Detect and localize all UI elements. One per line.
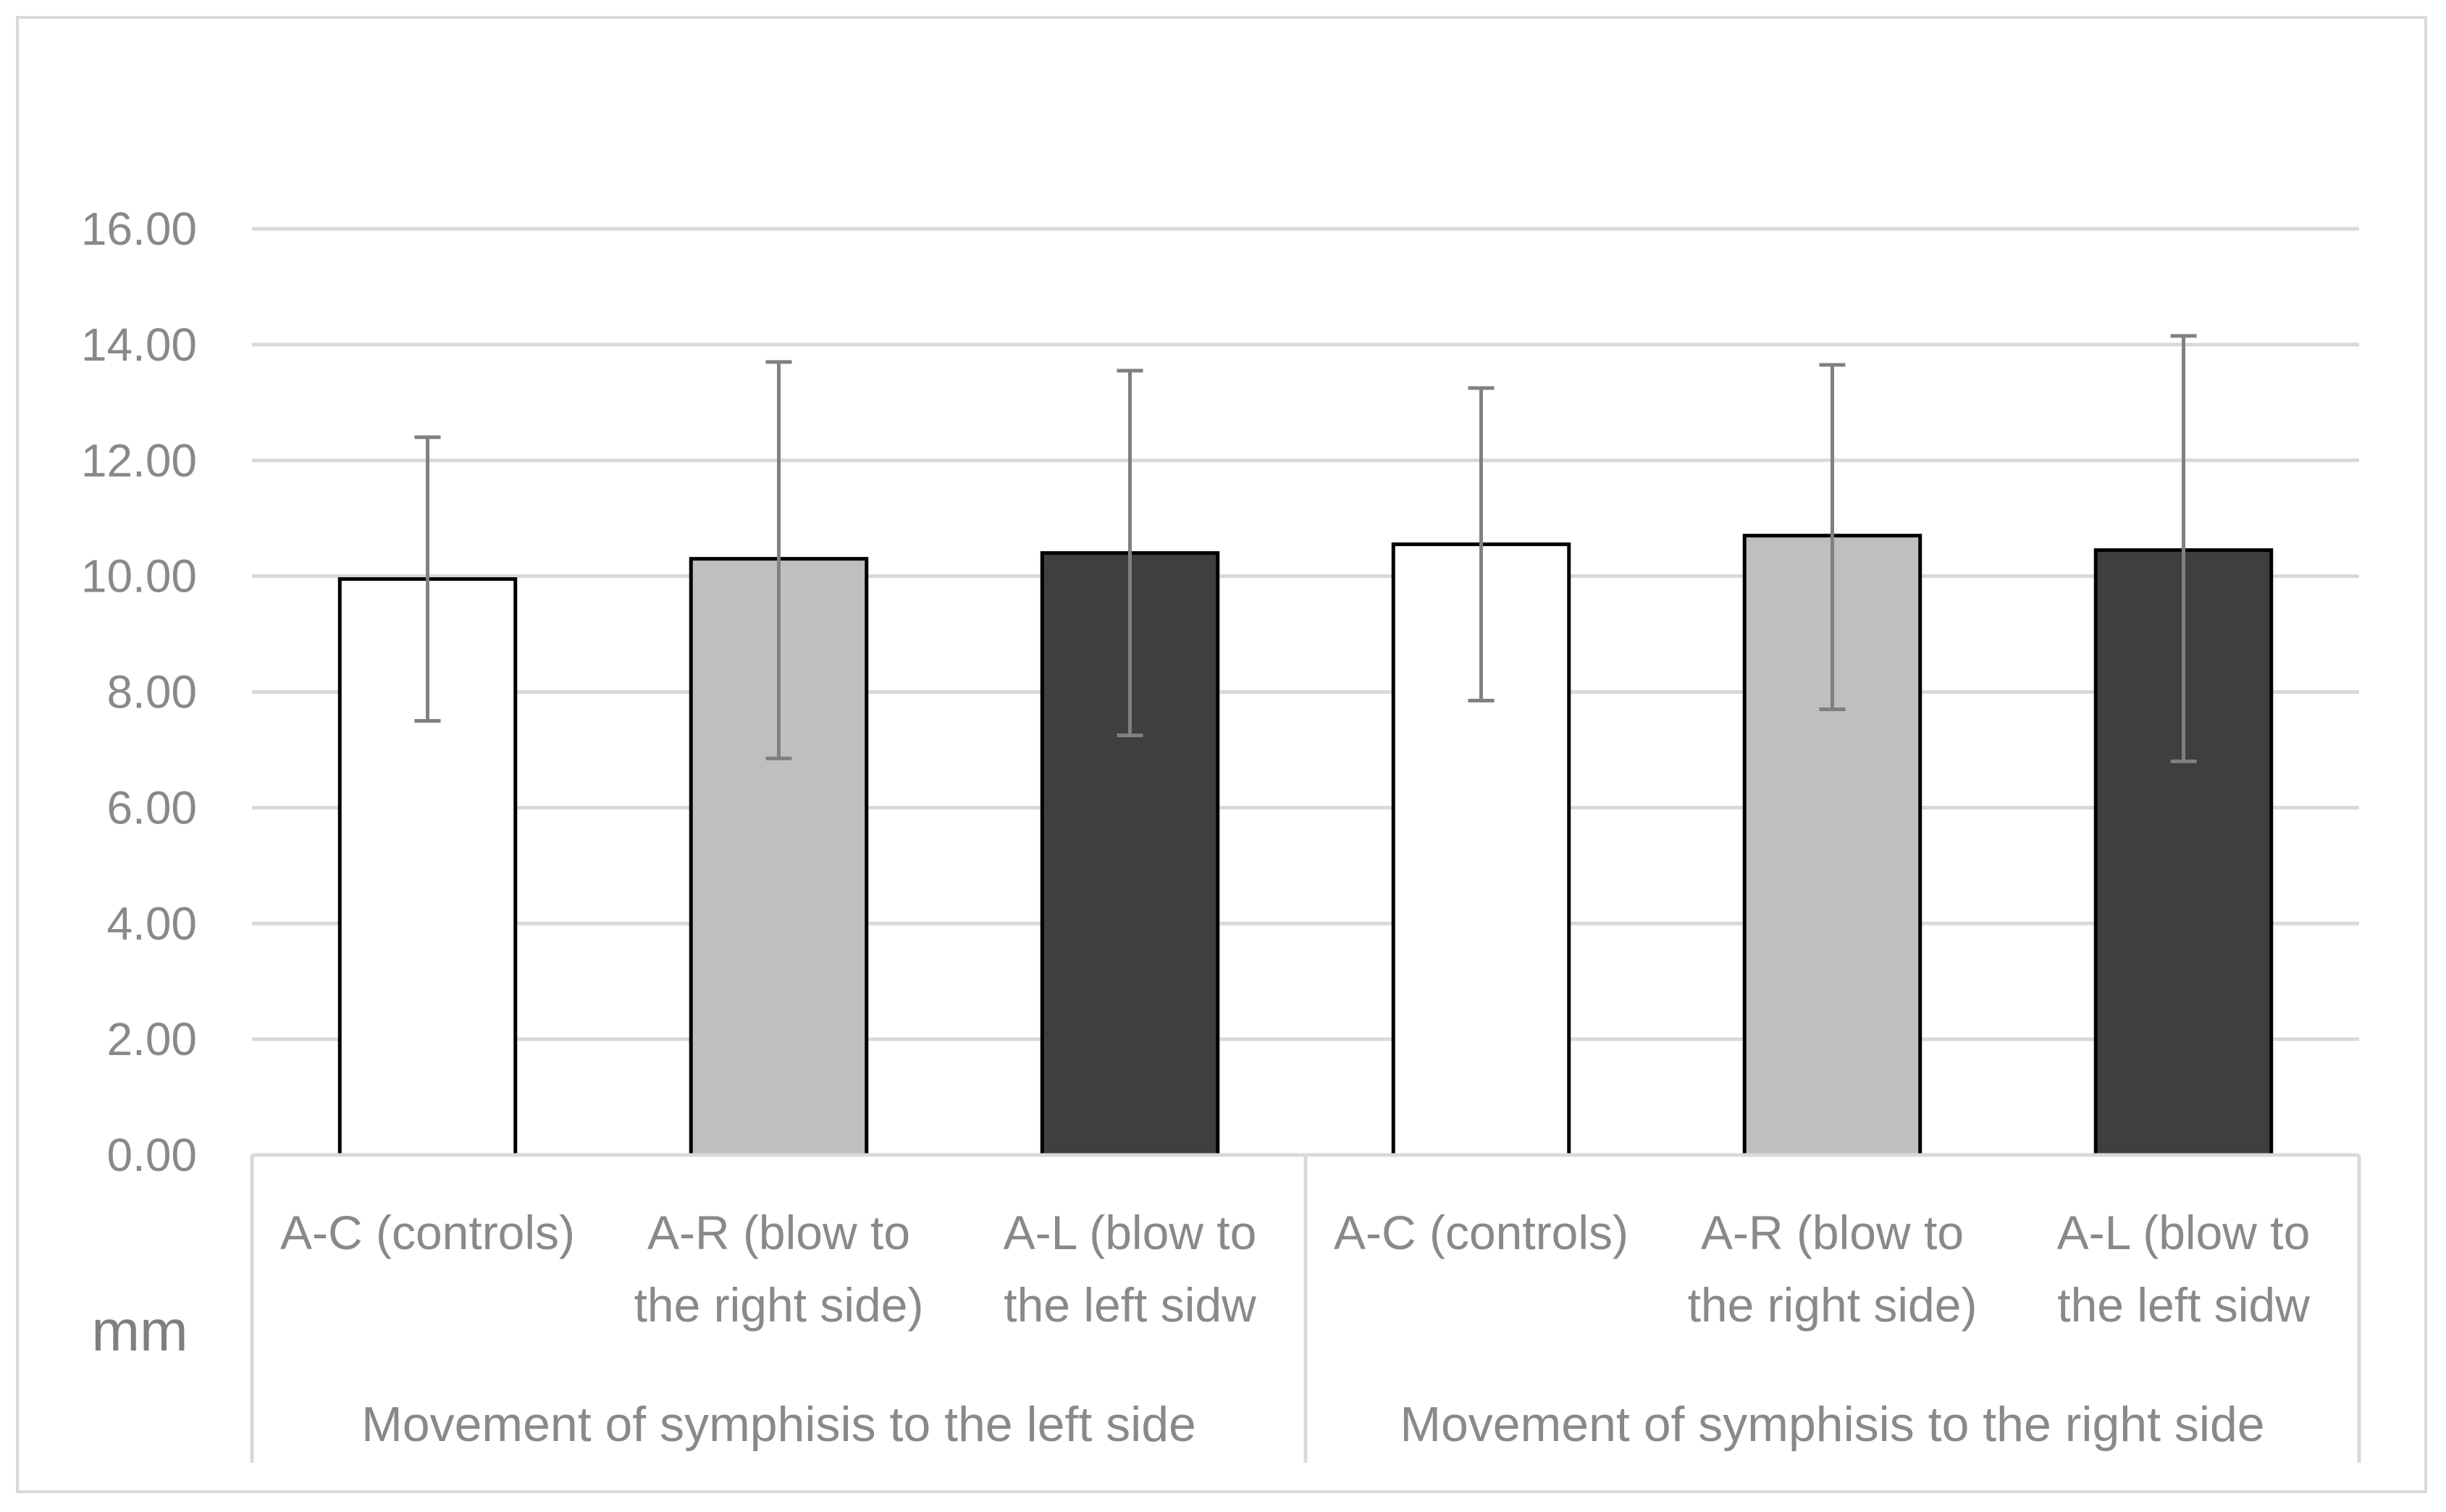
group-label: Movement of symphisis to the left side (361, 1397, 1196, 1452)
y-tick-label: 10.00 (81, 550, 197, 602)
y-tick-label: 2.00 (106, 1013, 197, 1065)
error-bars (414, 334, 2197, 763)
category-axis (250, 1153, 2361, 1463)
y-tick-label: 4.00 (106, 897, 197, 949)
y-tick-label: 16.00 (81, 203, 197, 255)
y-tick-label: 8.00 (106, 666, 197, 718)
category-labels: A-C (controls) A-R (blow to the right side… (280, 1206, 2310, 1332)
y-tick-label: 12.00 (81, 434, 197, 487)
category-label: A-C (controls) (1334, 1206, 1628, 1259)
group-label: Movement of symphisis to the right side (1400, 1397, 2264, 1452)
bars (337, 534, 2274, 1157)
category-label: the left sidw (2057, 1278, 2310, 1332)
category-label: the left sidw (1004, 1278, 1256, 1332)
category-label: the right side) (1688, 1278, 1978, 1332)
y-tick-label: 0.00 (106, 1129, 197, 1181)
y-tick-label: 14.00 (81, 319, 197, 371)
y-tick-labels: 0.00 2.00 4.00 6.00 8.00 10.00 12.00 14.00 16.00 (81, 203, 197, 1181)
category-label: A-C (controls) (280, 1206, 575, 1259)
y-tick-label: 6.00 (106, 781, 197, 833)
category-label: A-L (blow to (1004, 1206, 1257, 1259)
category-label: A-R (blow to (647, 1206, 910, 1259)
category-label: the right side) (634, 1278, 924, 1332)
group-labels: Movement of symphisis to the left side Mo… (361, 1397, 2265, 1452)
category-label: A-R (blow to (1701, 1206, 1964, 1259)
category-label: A-L (blow to (2057, 1206, 2311, 1259)
gridlines (252, 227, 2359, 1041)
y-axis-unit-label: mm (91, 1298, 188, 1363)
bar (1040, 551, 1220, 1157)
